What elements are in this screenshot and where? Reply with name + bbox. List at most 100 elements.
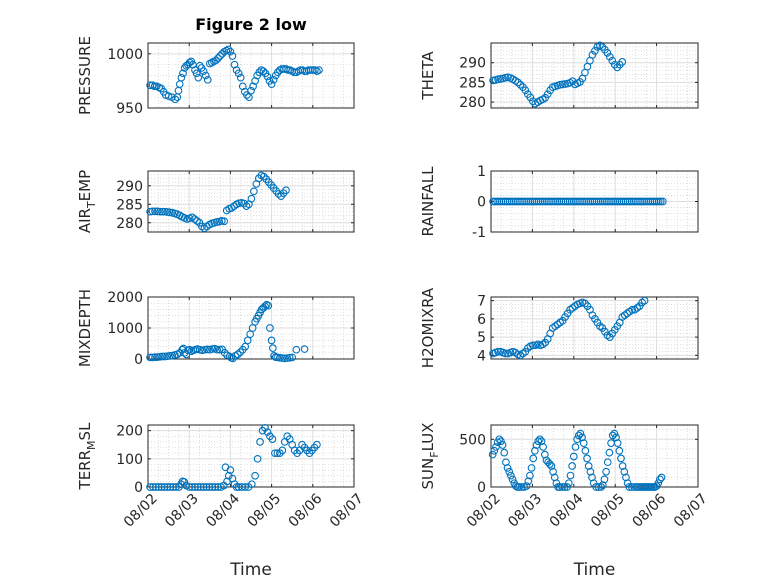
data-point: [247, 480, 256, 489]
data-point: [564, 479, 573, 488]
data-point: [267, 336, 276, 345]
data-point: [497, 437, 505, 446]
data-point: [615, 446, 624, 455]
data-point: [581, 446, 590, 455]
data-point: [259, 67, 268, 76]
data-point: [261, 423, 269, 432]
data-point: [517, 483, 526, 491]
data-point: [618, 58, 627, 66]
data-point: [214, 483, 222, 491]
axes-box: [147, 170, 355, 233]
data-point: [563, 483, 572, 491]
data-point: [268, 344, 277, 353]
data-point: [283, 354, 292, 362]
data-point: [241, 483, 250, 491]
data-point: [224, 45, 233, 54]
data-point: [571, 443, 580, 451]
data-point: [151, 483, 160, 491]
y-tick-label: 285: [459, 75, 486, 91]
data-point: [654, 479, 663, 488]
y-tick-label: 2000: [107, 290, 143, 306]
data-point: [545, 460, 554, 468]
y-tick-label: 6: [477, 312, 486, 328]
y-axis-label: H2OMIXRA: [419, 287, 437, 368]
data-point: [188, 483, 196, 491]
data-point: [196, 61, 204, 70]
data-point: [543, 90, 552, 99]
data-point: [247, 194, 256, 203]
data-point: [654, 197, 663, 206]
data-point: [292, 345, 301, 354]
data-point: [242, 202, 251, 210]
data-point: [264, 301, 273, 310]
data-point: [605, 448, 614, 457]
data-point: [514, 78, 522, 87]
y-tick-label: 0: [477, 480, 486, 496]
data-point: [157, 483, 166, 491]
data-point: [573, 435, 581, 444]
y-axis-label: TERRMSL: [76, 422, 98, 491]
data-point: [630, 483, 639, 491]
data-point: [150, 82, 159, 91]
data-point: [625, 483, 634, 491]
data-point: [589, 479, 598, 488]
data-point: [498, 441, 507, 449]
subplot-6: 4 5 6 7 H2OMIXRA: [419, 287, 699, 368]
data-point: [226, 466, 235, 474]
data-point: [214, 54, 222, 63]
data-point: [285, 353, 294, 362]
data-point: [583, 454, 591, 463]
data-point: [243, 91, 251, 99]
data-point: [190, 215, 199, 223]
data-point: [161, 352, 169, 361]
y-tick-label: 100: [116, 452, 143, 468]
data-point: [603, 458, 612, 467]
y-tick-label: 1000: [107, 47, 143, 63]
y-tick-label: 1: [477, 164, 486, 180]
data-point: [282, 186, 290, 195]
y-tick-label: 0: [134, 480, 143, 496]
data-point: [558, 483, 567, 491]
data-point: [505, 467, 514, 476]
x-tick-label: 08/06: [286, 491, 326, 531]
data-point: [528, 97, 537, 106]
data-point: [201, 71, 210, 80]
subplot-3: 280 285 290 AIRTEMP: [76, 170, 355, 233]
data-point: [534, 437, 543, 446]
data-point: [268, 435, 277, 443]
y-axis-label: THETA: [419, 51, 437, 101]
data-point: [158, 207, 167, 216]
y-axis-label: PRESSURE: [76, 36, 94, 115]
y-tick-label: 0: [477, 195, 486, 211]
data-point: [263, 72, 272, 81]
data-point: [165, 352, 174, 360]
data-point: [515, 483, 524, 491]
data-point: [192, 69, 201, 78]
data-point: [166, 483, 175, 491]
x-tick-label: 08/07: [327, 491, 367, 531]
data-point: [266, 324, 274, 332]
data-point: [240, 199, 248, 208]
data-point: [597, 483, 605, 491]
data-point: [600, 475, 609, 484]
data-point: [288, 353, 297, 362]
data-point: [280, 354, 289, 363]
data-point: [278, 446, 287, 455]
data-point: [228, 52, 237, 60]
data-point: [273, 353, 282, 362]
data-point: [494, 347, 502, 356]
data-point: [521, 86, 530, 95]
data-point: [193, 217, 201, 225]
data-point: [495, 435, 504, 444]
data-point: [656, 197, 665, 206]
data-point: [529, 454, 538, 463]
data-point: [236, 73, 245, 82]
data-point: [232, 483, 241, 491]
data-point: [227, 204, 236, 212]
data-point: [188, 213, 196, 222]
data-point: [220, 217, 229, 226]
data-point: [177, 73, 186, 82]
y-axis-label: SUNFLUX: [419, 423, 441, 490]
y-axis-label: AIRTEMP: [76, 170, 98, 233]
